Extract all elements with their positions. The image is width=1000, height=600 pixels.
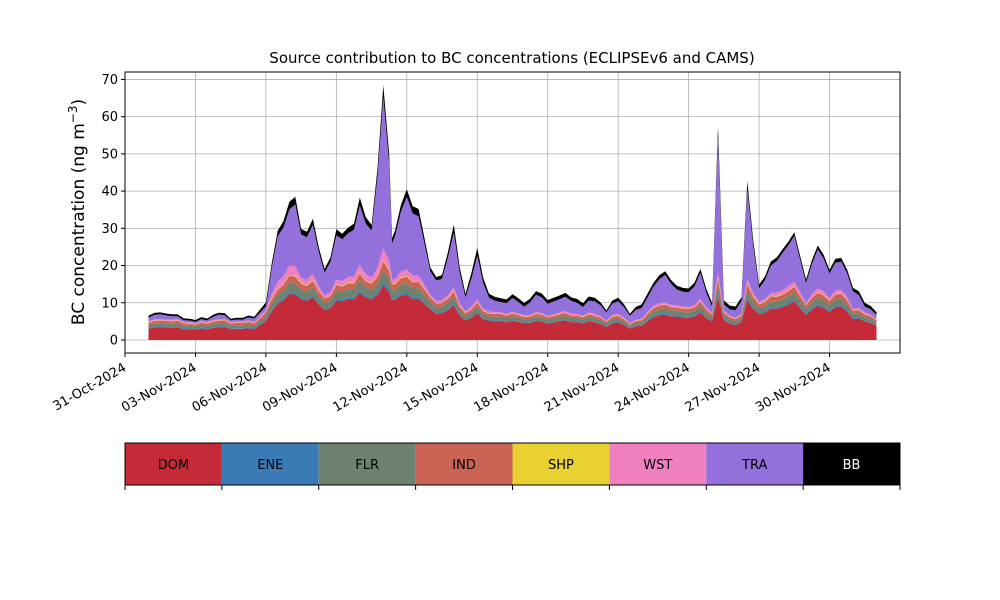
x-tick-label: 27-Nov-2024 (683, 360, 763, 415)
legend-label-ene: ENE (257, 458, 283, 473)
y-tick-label: 60 (101, 110, 118, 125)
legend-swatch-shp (512, 443, 610, 485)
legend-swatch-tra (706, 443, 804, 485)
y-tick-label: 20 (101, 259, 118, 274)
area-dom (148, 285, 877, 340)
legend-frame (124, 442, 901, 486)
y-tick-label: 70 (101, 73, 118, 88)
x-tick-label: 21-Nov-2024 (542, 360, 622, 415)
area-flr (148, 270, 877, 330)
plot-frame (124, 71, 901, 354)
legend-label-shp: SHP (548, 458, 574, 473)
legend-swatch-ene (221, 443, 319, 485)
legend-label-dom: DOM (158, 458, 189, 473)
y-axis: 0 10 20 30 40 50 60 70 (101, 73, 125, 348)
x-tick-label: 03-Nov-2024 (119, 360, 199, 415)
x-tick-label: 24-Nov-2024 (612, 360, 692, 415)
legend-swatch-flr (318, 443, 416, 485)
legend-swatch-wst (609, 443, 707, 485)
legend-swatch-bb (803, 443, 900, 485)
area-tra (148, 97, 877, 324)
area-wst (148, 248, 877, 325)
legend-label-bb: BB (843, 458, 861, 473)
stacked-areas (148, 85, 877, 340)
y-axis-label-text: BC concentration (ng m (69, 123, 89, 325)
chart-title: Source contribution to BC concentrations… (269, 49, 754, 67)
x-axis: 31-Oct-202403-Nov-202406-Nov-202409-Nov-… (51, 353, 834, 415)
legend-swatch-dom (125, 443, 222, 485)
x-tick-label: 09-Nov-2024 (260, 360, 340, 415)
legend-swatch-ind (415, 443, 513, 485)
x-tick-label: 06-Nov-2024 (190, 360, 270, 415)
y-axis-label: BC concentration (ng m−3) (66, 99, 89, 325)
x-tick-label: 12-Nov-2024 (331, 360, 411, 415)
x-tick-label: 31-Oct-2024 (51, 360, 129, 414)
x-tick-label: 30-Nov-2024 (753, 360, 833, 415)
y-tick-label: 30 (101, 222, 118, 237)
y-axis-label-close: ) (69, 99, 89, 106)
area-bb (148, 85, 877, 322)
y-tick-label: 40 (101, 185, 118, 200)
area-ene (148, 282, 877, 330)
y-tick-label: 10 (101, 296, 118, 311)
y-tick-label: 0 (110, 333, 118, 348)
legend-label-tra: TRA (741, 458, 767, 473)
legend-label-flr: FLR (355, 458, 379, 473)
legend-label-ind: IND (452, 458, 476, 473)
area-ind (148, 261, 877, 327)
legend: DOM ENE FLR IND SHP WST TRA BB (124, 442, 901, 490)
y-tick-label: 50 (101, 147, 118, 162)
x-tick-label: 18-Nov-2024 (471, 360, 551, 415)
legend-label-wst: WST (643, 458, 672, 473)
x-tick-label: 15-Nov-2024 (401, 360, 481, 415)
y-axis-label-exponent: −3 (66, 105, 80, 123)
